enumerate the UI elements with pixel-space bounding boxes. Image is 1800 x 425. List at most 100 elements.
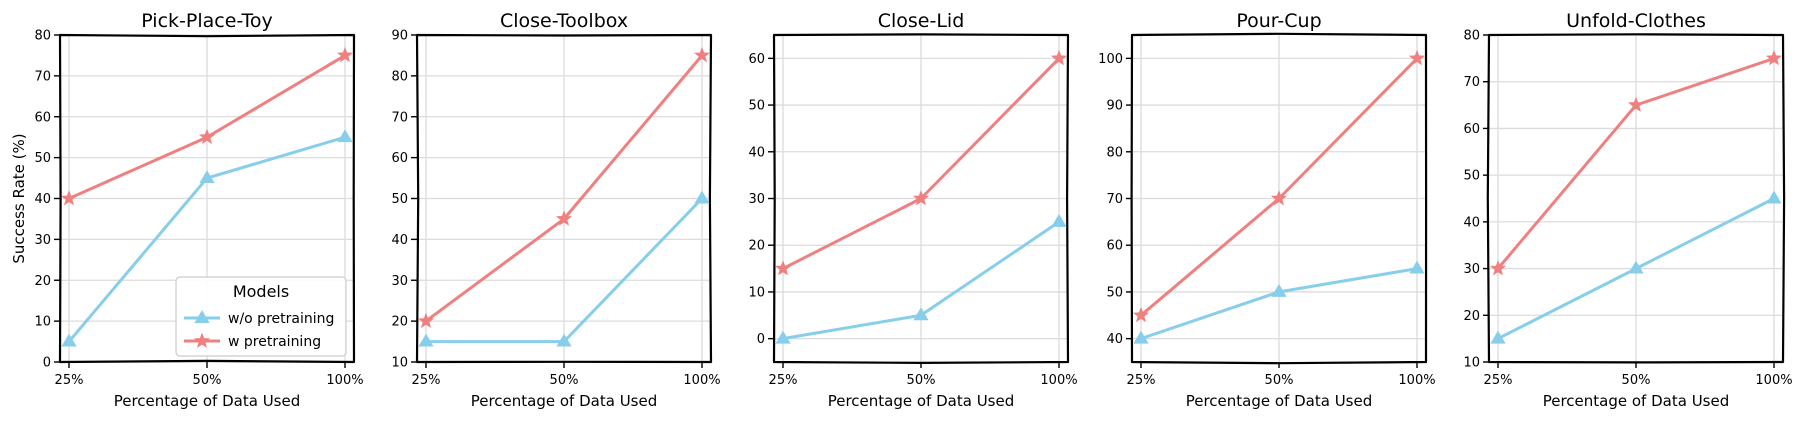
data-point-with-pretraining xyxy=(1132,306,1150,323)
y-tick-label: 60 xyxy=(1106,239,1123,254)
data-point-with-pretraining xyxy=(1270,190,1288,206)
data-point-with-pretraining xyxy=(1765,49,1783,66)
panel-4: 40 50 60 70 80 90 100 25% 50% 100% Pour-Cup Percent… xyxy=(1098,10,1435,410)
y-tick-label: 10 xyxy=(748,285,765,300)
x-tick-label: 50% xyxy=(1622,373,1651,388)
x-tick-label: 50% xyxy=(907,373,936,388)
data-point-without-pretraining xyxy=(1628,260,1644,274)
y-tick-label: 0 xyxy=(43,356,51,371)
y-tick-label: 80 xyxy=(1463,29,1480,44)
panel-title: Pick-Place-Toy xyxy=(141,10,273,32)
y-tick-label: 80 xyxy=(391,69,408,84)
y-tick-label: 20 xyxy=(748,239,765,254)
legend-marker xyxy=(194,310,210,323)
legend-label: w/o pretraining xyxy=(228,311,334,327)
y-tick-label: 40 xyxy=(34,192,51,207)
x-tick-label: 25% xyxy=(1484,373,1513,388)
y-tick-label: 30 xyxy=(34,233,51,248)
data-point-without-pretraining xyxy=(1409,260,1425,274)
x-axis-label: Percentage of Data Used xyxy=(1543,392,1730,410)
data-point-with-pretraining xyxy=(1489,260,1507,276)
y-tick-label: 20 xyxy=(391,315,408,330)
y-tick-label: 60 xyxy=(1463,122,1480,137)
data-point-without-pretraining xyxy=(775,330,791,344)
y-tick-label: 10 xyxy=(391,356,408,371)
y-tick-label: 60 xyxy=(34,110,51,125)
data-point-without-pretraining xyxy=(694,190,710,204)
data-point-with-pretraining xyxy=(1408,49,1426,66)
data-point-without-pretraining xyxy=(418,333,434,347)
panel-2: 10 20 30 40 50 60 70 80 90 25% 50% 100% Close-Toolbo… xyxy=(391,10,720,410)
data-point-without-pretraining xyxy=(337,129,353,143)
y-tick-label: 40 xyxy=(748,145,765,160)
y-tick-label: 50 xyxy=(1463,169,1480,184)
data-point-without-pretraining xyxy=(1271,283,1287,297)
x-tick-label: 25% xyxy=(769,373,798,388)
x-tick-label: 50% xyxy=(193,373,222,388)
data-point-without-pretraining xyxy=(1490,330,1506,344)
data-point-with-pretraining xyxy=(336,46,354,63)
data-point-without-pretraining xyxy=(61,333,77,347)
y-tick-label: 20 xyxy=(34,274,51,289)
data-point-with-pretraining xyxy=(1050,49,1068,66)
axes-frame xyxy=(1486,33,1786,364)
data-point-without-pretraining xyxy=(199,170,215,184)
data-point-without-pretraining xyxy=(556,333,572,347)
data-point-with-pretraining xyxy=(912,190,930,206)
data-point-without-pretraining xyxy=(1133,330,1149,344)
y-tick-label: 50 xyxy=(1106,285,1123,300)
y-tick-label: 60 xyxy=(748,52,765,67)
y-tick-label: 20 xyxy=(1463,309,1480,324)
data-point-with-pretraining xyxy=(1627,96,1645,112)
y-tick-label: 50 xyxy=(34,151,51,166)
panel-title: Close-Lid xyxy=(878,10,965,32)
y-tick-label: 10 xyxy=(34,315,51,330)
legend-title: Models xyxy=(233,282,289,301)
x-tick-label: 25% xyxy=(55,373,84,388)
y-tick-label: 90 xyxy=(1106,99,1123,114)
data-point-without-pretraining xyxy=(1766,190,1782,204)
x-tick-label: 100% xyxy=(1040,373,1077,388)
data-point-with-pretraining xyxy=(60,190,78,206)
data-point-with-pretraining xyxy=(693,46,711,63)
legend-label: w pretraining xyxy=(228,334,321,350)
y-tick-label: 70 xyxy=(1106,192,1123,207)
x-tick-label: 50% xyxy=(550,373,579,388)
y-tick-label: 30 xyxy=(748,192,765,207)
axes-frame xyxy=(772,33,1070,364)
legend: Models w/o pretraining w pretraining xyxy=(175,276,347,357)
x-axis-label: Percentage of Data Used xyxy=(471,392,658,410)
y-tick-label: 40 xyxy=(1463,215,1480,230)
x-tick-label: 25% xyxy=(1127,373,1156,388)
x-tick-label: 100% xyxy=(683,373,720,388)
y-tick-label: 70 xyxy=(391,110,408,125)
data-point-with-pretraining xyxy=(198,128,216,145)
data-point-with-pretraining xyxy=(417,312,435,328)
x-tick-label: 25% xyxy=(412,373,441,388)
y-tick-label: 100 xyxy=(1098,52,1123,67)
x-axis-label: Percentage of Data Used xyxy=(828,392,1015,410)
y-tick-label: 60 xyxy=(391,151,408,166)
y-tick-label: 90 xyxy=(391,29,408,44)
x-tick-label: 100% xyxy=(1398,373,1435,388)
axes-frame xyxy=(1130,32,1428,365)
y-axis-label: Success Rate (%) xyxy=(10,133,28,263)
panel-title: Close-Toolbox xyxy=(500,10,628,32)
y-tick-label: 70 xyxy=(34,69,51,84)
x-tick-label: 50% xyxy=(1265,373,1294,388)
data-point-without-pretraining xyxy=(913,307,929,321)
y-tick-label: 0 xyxy=(757,332,765,347)
panel-5: 10 20 30 40 50 60 70 80 25% 50% 100% Unfold-Clothes… xyxy=(1463,10,1792,410)
y-tick-label: 30 xyxy=(1463,262,1480,277)
y-tick-label: 10 xyxy=(1463,356,1480,371)
panel-3: 0 10 20 30 40 50 60 25% 50% 100% Close-Lid Percenta… xyxy=(748,10,1077,410)
y-tick-label: 40 xyxy=(1106,332,1123,347)
y-tick-label: 50 xyxy=(391,192,408,207)
panel-title: Unfold-Clothes xyxy=(1566,10,1706,32)
x-axis-label: Percentage of Data Used xyxy=(114,392,301,410)
x-tick-label: 100% xyxy=(326,373,363,388)
x-tick-label: 100% xyxy=(1755,373,1792,388)
data-point-with-pretraining xyxy=(555,210,573,226)
